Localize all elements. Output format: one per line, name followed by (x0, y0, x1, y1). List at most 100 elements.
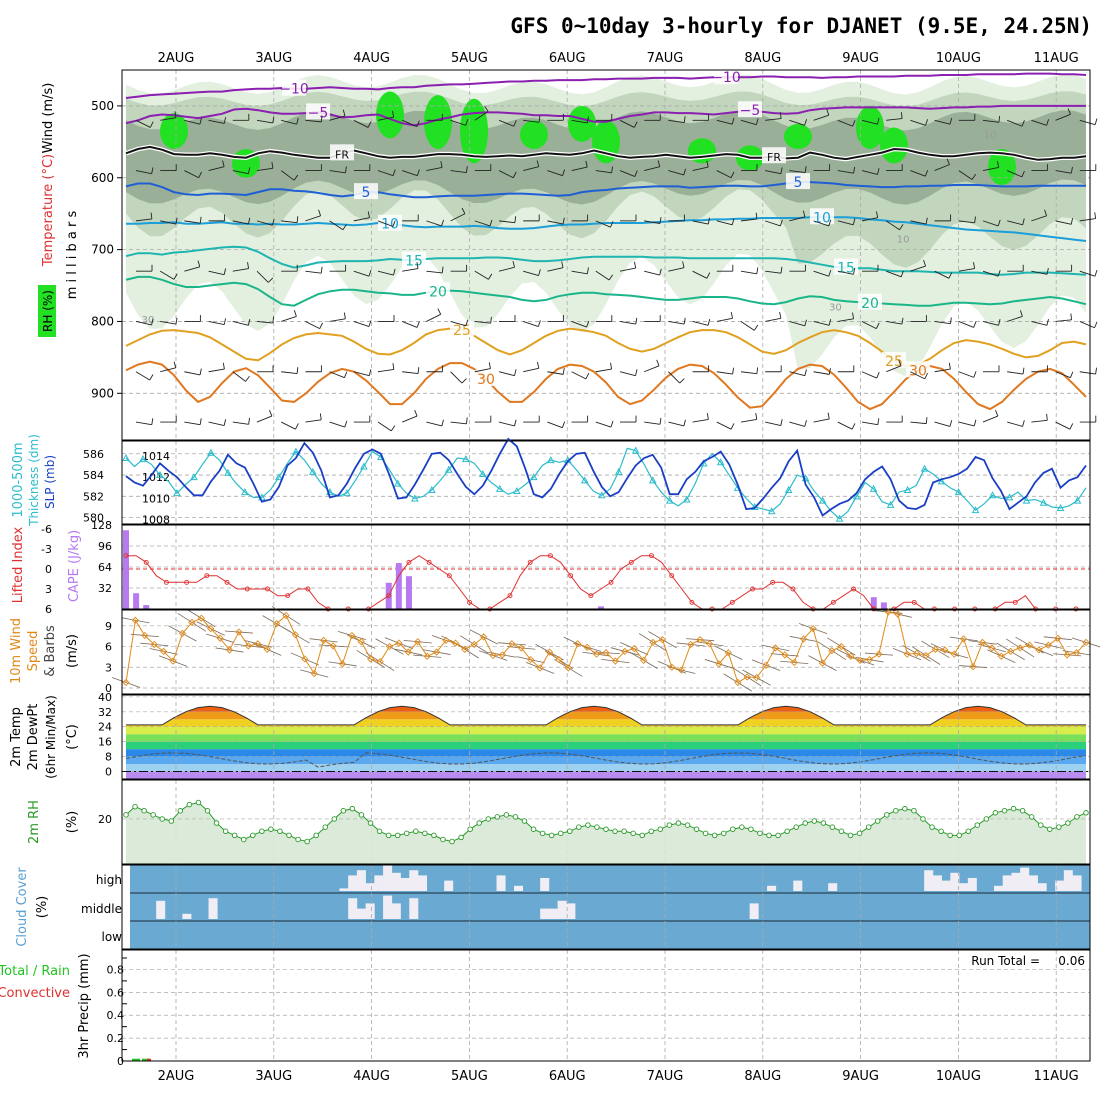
wind-barb-flag (392, 363, 395, 370)
rh2m-marker (739, 824, 745, 830)
isotherm-label-bg (834, 258, 858, 275)
wind-barb-flag (1070, 217, 1074, 225)
wind-barb (450, 371, 463, 384)
wind-barb (547, 267, 564, 272)
thickness-marker (1022, 496, 1031, 504)
isotherm-line (125, 181, 1086, 199)
wind-barb-flag (659, 417, 662, 425)
dewpoint-line (125, 752, 1087, 768)
rh2m-marker (385, 832, 392, 839)
wind-barb (571, 321, 587, 328)
wind-barb (740, 218, 757, 222)
isotherm-label: 25 (453, 323, 471, 339)
wind-barb-flag (368, 270, 372, 277)
wind-barb (813, 418, 830, 423)
thickness-marker (224, 468, 232, 476)
wind-barb-flag (635, 317, 638, 325)
profile-frame (121, 69, 1091, 441)
wind10m-marker (122, 678, 130, 687)
isotherm-label-bg (330, 144, 354, 161)
wind-barb-flag (779, 219, 783, 227)
wind10m-marker (178, 629, 187, 638)
temp-frame (121, 694, 1091, 780)
wind-barb-flag (536, 361, 540, 369)
wind-barb (377, 116, 394, 121)
wind-barb (329, 220, 344, 231)
wind-barb (256, 415, 273, 423)
wind-barb-flag (538, 115, 541, 123)
wind-barb (789, 371, 806, 377)
wind-barb-flag (343, 312, 346, 319)
wind-barb-flag (730, 423, 735, 430)
wind10m-marker (621, 647, 629, 656)
bottom-day-label: 7AUG (647, 1069, 684, 1084)
cloud-high-bar (924, 870, 934, 891)
wind10m-marker (461, 645, 469, 653)
wind-barb-flag (971, 173, 977, 180)
wind-barb-flag (973, 371, 977, 378)
rh2m-marker (141, 807, 147, 814)
wind-barb-flag (948, 272, 953, 279)
wind-barb-flag (441, 219, 445, 227)
wind-barb (740, 119, 757, 126)
thickness-marker (597, 491, 606, 499)
wind-barb-flag (1070, 166, 1073, 174)
wind-barb (232, 371, 246, 382)
rh2m-marker (295, 836, 301, 843)
cloud-high-bar (356, 870, 366, 891)
lifted-index-marker (770, 579, 776, 585)
wind10m-marker (1063, 651, 1071, 659)
wind-barb-flag (946, 158, 950, 165)
wind-barb-flag (248, 217, 251, 225)
thickness-marker (309, 467, 317, 475)
wind-barb (402, 321, 418, 328)
cloud-high-bar (793, 880, 803, 891)
wind-barb-flag (538, 269, 541, 276)
wind-barb-flag (149, 121, 154, 128)
cloud-level-label: low (102, 930, 123, 944)
wind10m-marker (498, 651, 507, 659)
wind-barb-flag (151, 167, 154, 174)
wind-barb-flag (682, 261, 685, 268)
wind10m-marker (197, 614, 205, 622)
wind-barb (692, 418, 709, 423)
rh2m-marker (150, 812, 156, 818)
wind-barb-flag (585, 372, 590, 380)
rh2m-marker (793, 824, 799, 830)
rh2m-marker (1001, 807, 1008, 814)
rh2m-marker (331, 816, 338, 822)
wind-barb (547, 170, 563, 177)
rh2m-marker (467, 826, 473, 832)
wind10m-marker (291, 631, 300, 639)
wind-barb (135, 218, 152, 222)
wind-barb-flag (753, 324, 759, 331)
wind10m-marker (1082, 638, 1090, 647)
thickness-tick-label: 582 (83, 490, 104, 503)
rh2m-marker (675, 820, 682, 826)
cape-bar (133, 593, 140, 609)
wind-barb (837, 170, 854, 174)
rh2m-marker (422, 830, 428, 837)
wind10m-marker (320, 636, 328, 644)
temp-color-band (126, 706, 1086, 712)
wind-barb-flag (174, 111, 177, 118)
wind10m-marker (941, 646, 949, 654)
top-day-label: 3AUG (255, 51, 292, 66)
wind-barb (813, 270, 829, 277)
wind-barb (934, 321, 951, 325)
wind-barb-flag (465, 319, 469, 326)
wind-barb-flag (223, 318, 226, 325)
isotherm-label: 10 (381, 217, 399, 233)
wind-barb (232, 321, 249, 326)
wind10m-marker (1025, 641, 1034, 649)
wind-barb-flag (1022, 218, 1025, 225)
wind-barb (498, 371, 515, 377)
wind-barb (1055, 170, 1072, 174)
wind-barb-flag (779, 112, 782, 119)
cape-tick-label: 96 (98, 540, 112, 553)
rh2m-marker (920, 816, 926, 822)
wind-barb-flag (804, 420, 807, 427)
wind-barb-flag (247, 262, 250, 269)
wind-barb-flag (296, 367, 299, 374)
wind-barb-flag (319, 413, 322, 420)
